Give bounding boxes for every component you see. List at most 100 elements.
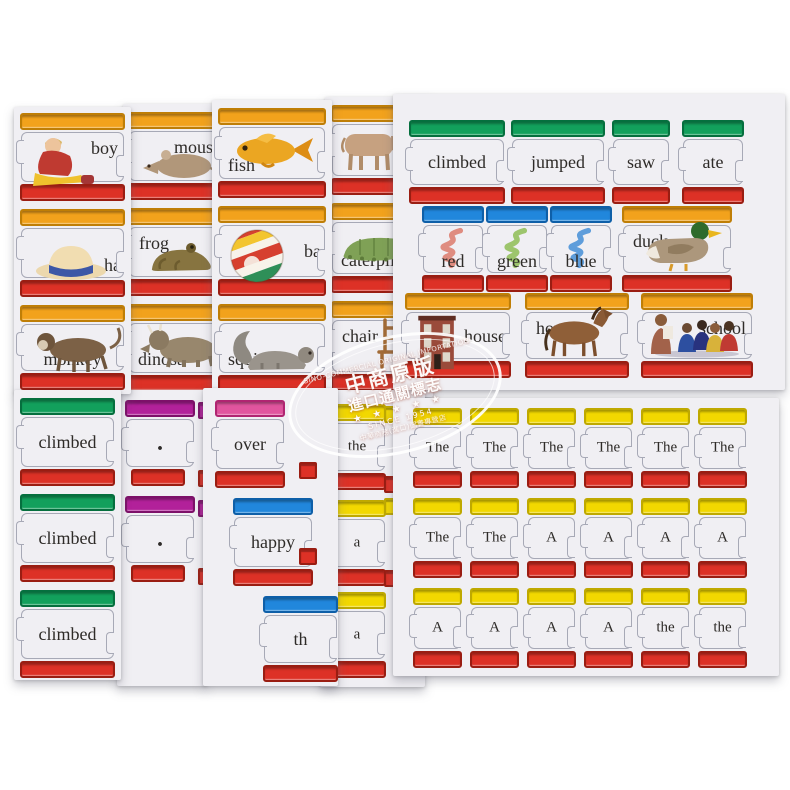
piece-body: . xyxy=(121,419,194,467)
puzzle-piece: the xyxy=(637,588,690,668)
word-label: mouse xyxy=(174,137,221,157)
word-label: over xyxy=(234,434,266,454)
word-label: frog xyxy=(139,233,169,253)
piece-body: climbed xyxy=(16,417,114,467)
piece-body: fish xyxy=(214,127,325,179)
color-bar xyxy=(486,275,548,292)
mouse-photo xyxy=(143,150,221,180)
monkey-photo xyxy=(37,327,122,372)
piece-body: A xyxy=(466,607,518,649)
duck-photo xyxy=(646,222,722,272)
piece-body: The xyxy=(694,427,746,469)
word-label: saw xyxy=(627,152,655,172)
word-label: the xyxy=(713,619,732,636)
puzzle-piece: The xyxy=(637,408,690,488)
puzzle-piece: green xyxy=(482,206,548,292)
ball-photo xyxy=(228,227,286,285)
color-bar xyxy=(20,305,125,322)
word-label: A xyxy=(603,529,614,546)
puzzle-piece: ba xyxy=(214,206,326,296)
color-bar xyxy=(698,651,747,668)
puzzle-piece: ate xyxy=(678,120,744,204)
color-bar xyxy=(584,561,633,578)
color-bar xyxy=(233,569,313,586)
puzzle-piece: The xyxy=(466,498,519,578)
dinosaur-photo xyxy=(140,324,216,368)
color-bar xyxy=(422,206,484,223)
piece-body: school xyxy=(637,312,752,359)
puzzle-piece: A xyxy=(637,498,690,578)
puzzle-piece: red xyxy=(418,206,484,292)
puzzle-piece: monkey xyxy=(16,305,125,390)
color-bar xyxy=(550,275,612,292)
color-bar xyxy=(527,471,576,488)
color-bar xyxy=(20,209,125,226)
puzzle-piece: The xyxy=(466,408,519,488)
color-bar xyxy=(413,498,462,515)
puzzle-piece: The xyxy=(409,408,462,488)
word-label: The xyxy=(482,439,507,456)
word-label: chair xyxy=(342,326,378,346)
piece-body: The xyxy=(409,427,461,469)
word-label: ate xyxy=(702,152,724,172)
word-label: A xyxy=(489,619,500,636)
word-label: the xyxy=(656,619,675,636)
color-bar xyxy=(470,588,519,605)
word-label: climbed xyxy=(38,432,97,452)
puzzle-piece: The xyxy=(409,498,462,578)
color-bar xyxy=(413,408,462,425)
piece-body: A xyxy=(523,607,575,649)
puzzle-piece: fish xyxy=(214,108,326,198)
color-bar xyxy=(641,561,690,578)
piece-body: The xyxy=(409,517,461,559)
color-bar xyxy=(218,279,326,296)
color-bar xyxy=(263,665,338,682)
color-bar xyxy=(413,651,462,668)
puzzle-piece: . xyxy=(121,400,195,486)
puzzle-piece: duck xyxy=(618,206,732,292)
house-photo xyxy=(418,315,456,370)
puzzle-piece: A xyxy=(580,498,633,578)
hidden-piece-edge xyxy=(299,462,317,479)
piece-body: jumped xyxy=(507,139,604,185)
color-bar xyxy=(622,275,732,292)
piece-body: The xyxy=(466,427,518,469)
punctuation-card: . . xyxy=(117,390,207,686)
puzzle-piece: boy xyxy=(16,113,125,201)
word-label: The xyxy=(425,529,450,546)
puzzle-piece: A xyxy=(580,588,633,668)
puzzle-piece: A xyxy=(694,498,747,578)
word-label: climbed xyxy=(38,528,97,548)
piece-body: A xyxy=(694,517,746,559)
color-bar xyxy=(20,469,115,486)
puzzle-piece: climbed xyxy=(16,494,115,582)
color-bar xyxy=(215,400,285,417)
puzzle-piece: A xyxy=(409,588,462,668)
picture-word-card-1: boy ha xyxy=(14,107,131,394)
piece-body: A xyxy=(637,517,689,559)
word-label: The xyxy=(596,439,621,456)
puzzle-piece: over xyxy=(211,400,285,488)
piece-body: The xyxy=(466,517,518,559)
color-bar xyxy=(682,120,744,137)
word-label: happy xyxy=(251,532,295,552)
color-bar xyxy=(584,471,633,488)
color-bar xyxy=(405,293,511,310)
piece-body: The xyxy=(580,427,632,469)
piece-body: ha xyxy=(16,228,124,280)
green-scribble-icon xyxy=(504,227,528,269)
piece-body: climbed xyxy=(405,139,504,185)
piece-body: th xyxy=(259,615,337,663)
piece-body: horse xyxy=(521,306,628,359)
word-label: climbed xyxy=(428,152,486,172)
word-label: A xyxy=(546,529,557,546)
word-label: the xyxy=(347,438,367,455)
piece-body: over xyxy=(211,419,284,469)
color-bar xyxy=(218,108,326,125)
word-label: house xyxy=(464,325,506,346)
color-bar xyxy=(20,280,125,297)
puzzle-piece: The xyxy=(523,408,576,488)
color-bar xyxy=(470,651,519,668)
color-bar xyxy=(525,293,629,310)
